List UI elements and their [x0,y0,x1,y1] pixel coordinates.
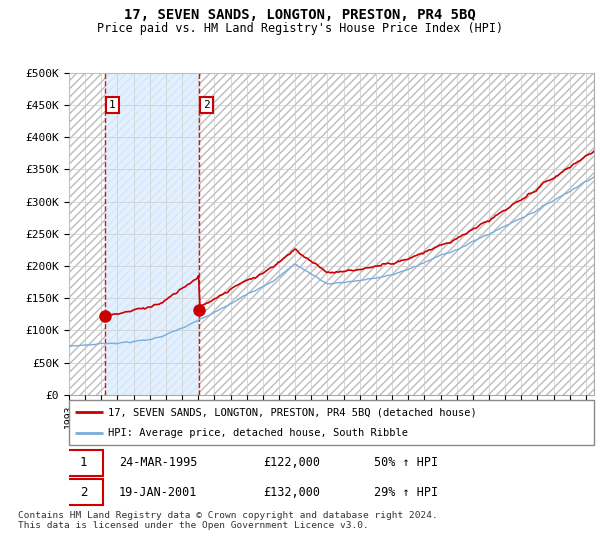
Text: £132,000: £132,000 [263,486,320,498]
Text: 1: 1 [109,100,116,110]
FancyBboxPatch shape [69,400,594,445]
Text: HPI: Average price, detached house, South Ribble: HPI: Average price, detached house, Sout… [109,428,409,438]
Text: £122,000: £122,000 [263,456,320,469]
FancyBboxPatch shape [64,479,103,505]
Text: 2: 2 [80,486,88,498]
Text: Price paid vs. HM Land Registry's House Price Index (HPI): Price paid vs. HM Land Registry's House … [97,22,503,35]
Text: 24-MAR-1995: 24-MAR-1995 [119,456,197,469]
Text: 17, SEVEN SANDS, LONGTON, PRESTON, PR4 5BQ (detached house): 17, SEVEN SANDS, LONGTON, PRESTON, PR4 5… [109,408,477,418]
Text: 29% ↑ HPI: 29% ↑ HPI [373,486,437,498]
Text: 2: 2 [203,100,210,110]
Bar [105,73,199,395]
FancyBboxPatch shape [64,450,103,475]
Text: Contains HM Land Registry data © Crown copyright and database right 2024.
This d: Contains HM Land Registry data © Crown c… [18,511,438,530]
Text: 50% ↑ HPI: 50% ↑ HPI [373,456,437,469]
Text: 1: 1 [80,456,88,469]
Text: 17, SEVEN SANDS, LONGTON, PRESTON, PR4 5BQ: 17, SEVEN SANDS, LONGTON, PRESTON, PR4 5… [124,8,476,22]
Text: 19-JAN-2001: 19-JAN-2001 [119,486,197,498]
